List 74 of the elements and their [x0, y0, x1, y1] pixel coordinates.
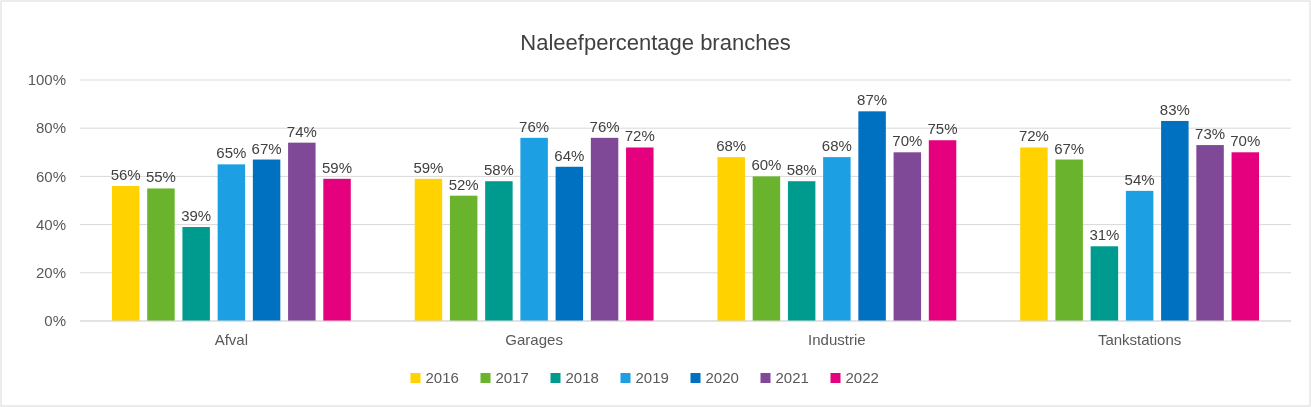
- y-tick-label: 100%: [27, 71, 66, 89]
- bar: [717, 157, 745, 321]
- bar: [520, 137, 548, 321]
- data-label: 59%: [413, 158, 444, 176]
- legend-label: 2017: [495, 369, 529, 386]
- bar: [449, 195, 478, 321]
- bar: [1090, 246, 1119, 321]
- y-tick-label: 20%: [35, 264, 66, 282]
- data-label: 56%: [110, 166, 141, 184]
- x-tick-label: Afval: [214, 331, 249, 348]
- y-tick-label: 0%: [44, 312, 66, 330]
- y-tick-label: 40%: [35, 215, 66, 233]
- bar: [787, 181, 816, 321]
- data-label: 54%: [1124, 170, 1155, 188]
- bar: [1196, 145, 1224, 321]
- data-label: 55%: [145, 168, 176, 186]
- data-label: 58%: [483, 161, 514, 179]
- data-label: 87%: [857, 91, 888, 109]
- legend-label: 2018: [565, 369, 599, 386]
- data-label: 72%: [1018, 127, 1049, 145]
- bar: [1231, 152, 1260, 321]
- bar: [1125, 190, 1154, 321]
- y-tick-label: 80%: [35, 119, 66, 137]
- bar: [590, 137, 619, 321]
- bar: [555, 166, 584, 321]
- data-label: 58%: [786, 161, 817, 179]
- data-label: 67%: [251, 139, 282, 157]
- x-tick-label: Garages: [505, 331, 563, 348]
- bar: [217, 164, 246, 321]
- data-label: 68%: [716, 137, 747, 155]
- data-label: 31%: [1089, 226, 1120, 244]
- bar: [823, 157, 851, 321]
- legend-label: 2022: [845, 369, 879, 386]
- legend-label: 2021: [775, 369, 809, 386]
- data-label: 73%: [1195, 125, 1226, 143]
- legend-label: 2016: [425, 369, 459, 386]
- bar: [626, 147, 654, 321]
- data-label: 75%: [927, 120, 958, 138]
- data-label: 70%: [892, 132, 923, 150]
- bar: [147, 188, 175, 321]
- bar: [111, 186, 140, 321]
- bar: [1020, 147, 1048, 321]
- data-label: 52%: [448, 175, 479, 193]
- data-label: 70%: [1230, 132, 1261, 150]
- bar: [288, 142, 316, 321]
- bar: [893, 152, 922, 321]
- data-label: 72%: [624, 127, 655, 145]
- data-label: 76%: [519, 117, 550, 135]
- bar: [928, 140, 957, 321]
- bar: [1161, 120, 1189, 321]
- data-label: 76%: [589, 117, 620, 135]
- bar: [252, 159, 281, 321]
- data-label: 67%: [1054, 139, 1085, 157]
- bar: [1055, 159, 1083, 321]
- data-label: 74%: [286, 122, 317, 140]
- bar: [414, 178, 443, 321]
- data-label: 60%: [751, 156, 782, 174]
- bar: [323, 178, 351, 321]
- chart-title: Naleefpercentage branches: [520, 30, 791, 55]
- data-label: 83%: [1159, 100, 1190, 118]
- data-label: 59%: [322, 158, 353, 176]
- data-label: 68%: [821, 137, 852, 155]
- bar: [858, 111, 886, 321]
- legend-label: 2020: [705, 369, 739, 386]
- y-tick-label: 60%: [35, 167, 66, 185]
- data-label: 39%: [181, 207, 212, 225]
- bar: [485, 181, 513, 321]
- data-label: 65%: [216, 144, 247, 162]
- x-tick-label: Industrie: [808, 331, 866, 348]
- legend-label: 2019: [635, 369, 669, 386]
- bar: [182, 227, 210, 321]
- bar: [752, 176, 781, 321]
- x-tick-label: Tankstations: [1097, 331, 1182, 348]
- data-label: 64%: [554, 146, 585, 164]
